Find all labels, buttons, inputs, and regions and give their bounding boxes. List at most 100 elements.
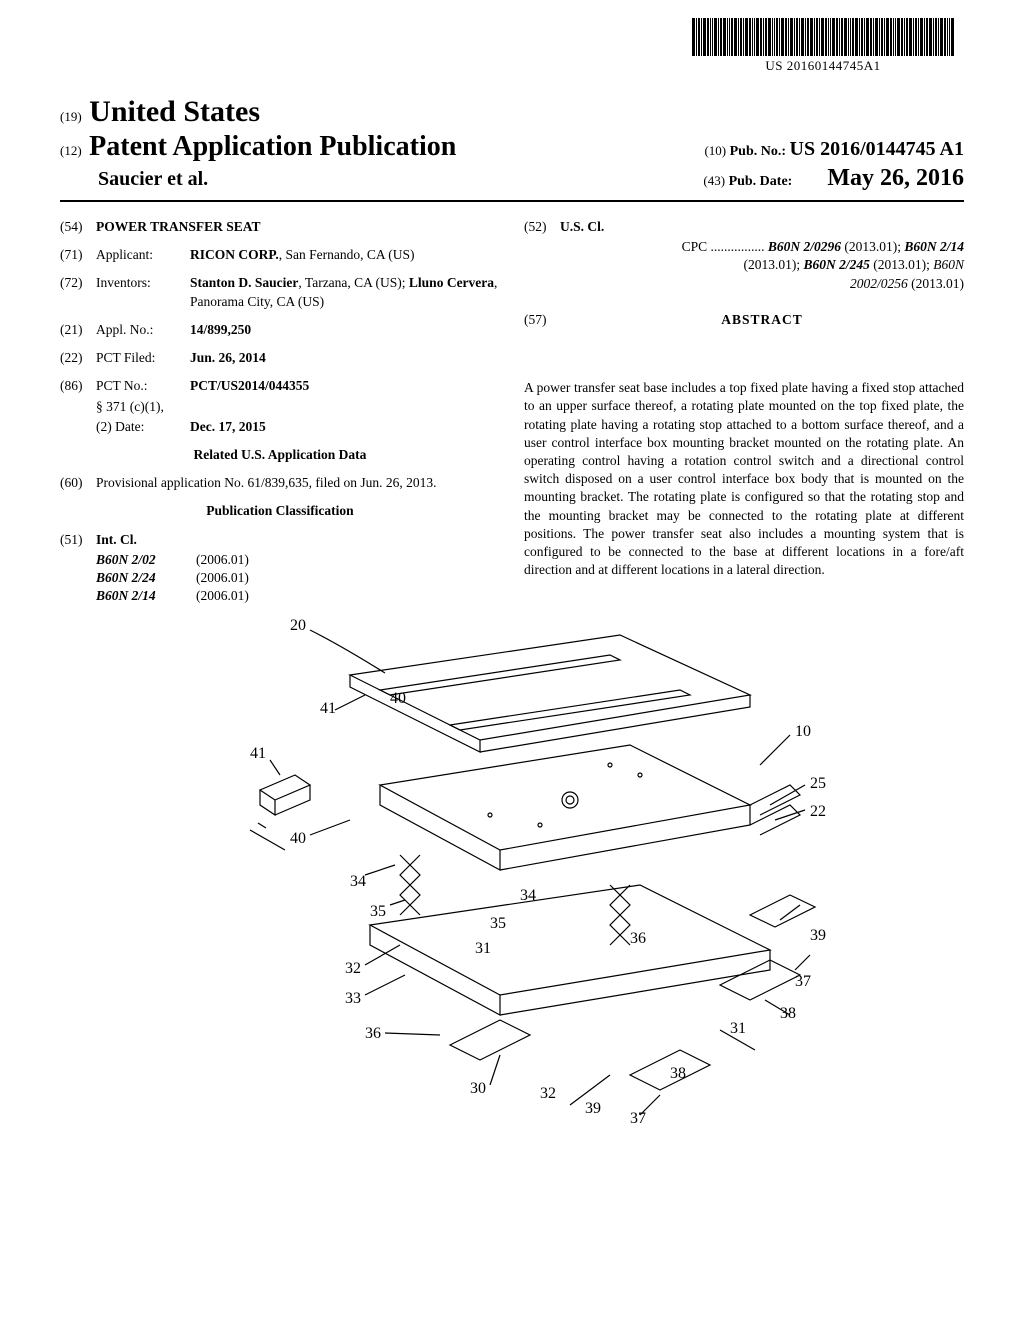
figure-callout: 36	[630, 930, 646, 948]
figure-callout: 37	[795, 973, 811, 991]
figure-callout: 39	[810, 927, 826, 945]
uscl-code: (52)	[524, 218, 560, 236]
applicant-code: (71)	[60, 246, 96, 264]
inventor1-name: Stanton D. Saucier	[190, 275, 298, 290]
country-code: (19)	[60, 109, 82, 124]
intcl-name: B60N 2/02	[96, 551, 196, 569]
pctno-code: (86)	[60, 377, 96, 395]
pctno-value: PCT/US2014/044355	[190, 377, 500, 395]
uscl-label: U.S. Cl.	[560, 218, 964, 236]
figure-callout: 32	[540, 1085, 556, 1103]
abstract-code: (57)	[524, 311, 560, 329]
figure-drawing	[190, 605, 880, 1145]
cpc-line1: CPC ................ B60N 2/0296 (2013.0…	[560, 238, 964, 256]
applno-field: (21) Appl. No.: 14/899,250	[60, 321, 500, 339]
abstract-label: ABSTRACT	[560, 311, 964, 329]
applno-label: Appl. No.:	[96, 321, 190, 339]
prov-text: Provisional application No. 61/839,635, …	[96, 474, 500, 492]
figure-callout: 34	[350, 873, 366, 891]
pub-date-line: (43) Pub. Date: May 26, 2016	[703, 165, 964, 192]
inventors-value: Stanton D. Saucier, Tarzana, CA (US); Ll…	[190, 274, 500, 310]
figure-callout: 31	[730, 1020, 746, 1038]
cpc-class: 2002/0256	[850, 276, 908, 291]
figure-callout: 41	[320, 700, 336, 718]
barcode-graphic	[692, 18, 954, 56]
title-code: (54)	[60, 218, 96, 236]
cpc-date: (2013.01);	[743, 257, 803, 272]
applno-code: (21)	[60, 321, 96, 339]
pctfiled-field: (22) PCT Filed: Jun. 26, 2014	[60, 349, 500, 367]
pubno-code: (10)	[704, 143, 726, 158]
patent-figure: 20 40 41 41 40 34 35 10 25 22 34 35 31 3…	[190, 605, 880, 1145]
inventors-code: (72)	[60, 274, 96, 310]
s371-date-field: (2) Date: Dec. 17, 2015	[96, 418, 500, 436]
pctfiled-label: PCT Filed:	[96, 349, 190, 367]
intcl-code: (51)	[60, 531, 96, 549]
figure-callout: 41	[250, 745, 266, 763]
inventor1-loc: , Tarzana, CA (US);	[298, 275, 409, 290]
intcl-row: B60N 2/02(2006.01)	[96, 551, 500, 569]
pctfiled-value: Jun. 26, 2014	[190, 349, 500, 367]
intcl-ver: (2006.01)	[196, 587, 249, 605]
figure-callout: 33	[345, 990, 361, 1008]
figure-callout: 10	[795, 723, 811, 741]
intcl-ver: (2006.01)	[196, 569, 249, 587]
figure-callout: 20	[290, 617, 306, 635]
cpc-date: (2013.01);	[841, 239, 904, 254]
intcl-list: B60N 2/02(2006.01) B60N 2/24(2006.01) B6…	[96, 551, 500, 606]
right-column: (52) U.S. Cl. CPC ................ B60N …	[524, 218, 964, 606]
cpc-class: B60N 2/0296	[768, 239, 841, 254]
pub-number-line: (10) Pub. No.: US 2016/0144745 A1	[704, 138, 964, 161]
header: (19) United States (12) Patent Applicati…	[60, 95, 964, 192]
intcl-label: Int. Cl.	[96, 531, 500, 549]
cpc-class: B60N	[933, 257, 964, 272]
abstract-header: (57) ABSTRACT	[524, 311, 964, 329]
figure-callout: 31	[475, 940, 491, 958]
prov-code: (60)	[60, 474, 96, 492]
applicant-value: RICON CORP., San Fernando, CA (US)	[190, 246, 500, 264]
figure-callout: 40	[290, 830, 306, 848]
publication-title-line: (12) Patent Application Publication	[60, 131, 456, 163]
pubno-value: US 2016/0144745 A1	[790, 138, 964, 160]
intcl-name: B60N 2/24	[96, 569, 196, 587]
figure-callout: 34	[520, 887, 536, 905]
uscl-field: (52) U.S. Cl.	[524, 218, 964, 236]
s371-date-label: (2) Date:	[96, 418, 190, 436]
invention-title: POWER TRANSFER SEAT	[96, 218, 500, 236]
figure-callout: 22	[810, 803, 826, 821]
pubclass-title: Publication Classification	[60, 502, 500, 520]
figure-callout: 38	[780, 1005, 796, 1023]
figure-callout: 40	[390, 690, 406, 708]
pubno-label: Pub. No.:	[730, 144, 786, 159]
intcl-row: B60N 2/14(2006.01)	[96, 587, 500, 605]
pub-code: (12)	[60, 143, 82, 158]
invention-title-field: (54) POWER TRANSFER SEAT	[60, 218, 500, 236]
figure-callout: 32	[345, 960, 361, 978]
cpc-date: (2013.01);	[870, 257, 933, 272]
applicant-name: RICON CORP.	[190, 247, 279, 262]
cpc-line2: (2013.01); B60N 2/245 (2013.01); B60N	[560, 256, 964, 274]
pubdate-code: (43)	[703, 173, 725, 188]
inventors-label: Inventors:	[96, 274, 190, 310]
intcl-field: (51) Int. Cl.	[60, 531, 500, 549]
cpc-date: (2013.01)	[908, 276, 964, 291]
inventors-field: (72) Inventors: Stanton D. Saucier, Tarz…	[60, 274, 500, 310]
biblio-columns: (54) POWER TRANSFER SEAT (71) Applicant:…	[60, 218, 964, 606]
provisional-field: (60) Provisional application No. 61/839,…	[60, 474, 500, 492]
figure-callout: 39	[585, 1100, 601, 1118]
cpc-prefix: CPC ................	[682, 239, 765, 254]
barcode-number: US 20160144745A1	[692, 58, 954, 74]
cpc-class: B60N 2/14	[904, 239, 964, 254]
pctfiled-code: (22)	[60, 349, 96, 367]
applicant-loc: , San Fernando, CA (US)	[279, 247, 415, 262]
intcl-row: B60N 2/24(2006.01)	[96, 569, 500, 587]
cpc-block: CPC ................ B60N 2/0296 (2013.0…	[560, 238, 964, 293]
applicant-label: Applicant:	[96, 246, 190, 264]
inventor2-name: Lluno Cervera	[409, 275, 494, 290]
cpc-class: B60N 2/245	[803, 257, 869, 272]
intcl-name: B60N 2/14	[96, 587, 196, 605]
country-line: (19) United States	[60, 95, 964, 129]
pctno-label: PCT No.:	[96, 377, 190, 395]
cpc-line3: 2002/0256 (2013.01)	[560, 275, 964, 293]
s371-date-value: Dec. 17, 2015	[190, 418, 500, 436]
